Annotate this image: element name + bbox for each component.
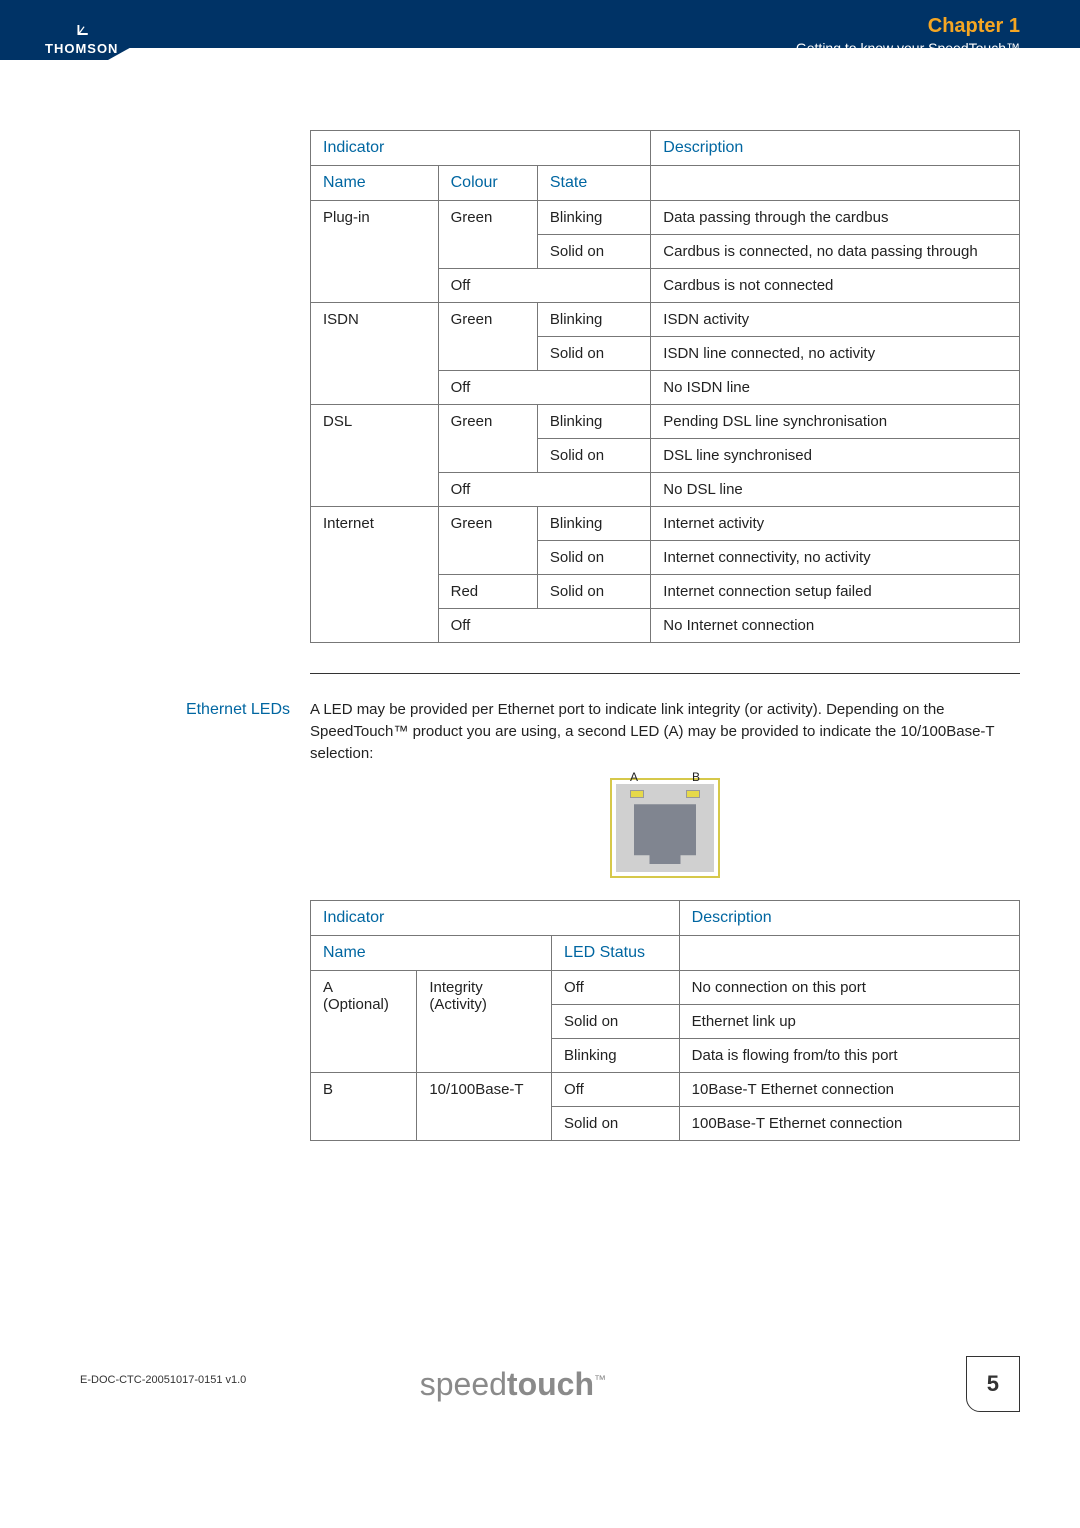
cell: Solid on [537, 439, 650, 473]
ethernet-side-label: Ethernet LEDs [60, 699, 290, 1141]
cell: ISDN activity [651, 303, 1020, 337]
cell: Blinking [537, 507, 650, 541]
cell: Solid on [537, 337, 650, 371]
cell: Off [438, 269, 651, 303]
rj45-icon [634, 804, 696, 864]
cell: No DSL line [651, 473, 1020, 507]
th-name-2: Name [311, 936, 552, 971]
cell: No ISDN line [651, 371, 1020, 405]
brand-light: speed [420, 1366, 507, 1402]
cell: Internet connection setup failed [651, 575, 1020, 609]
header-bar: ⟀ THOMSON Chapter 1 Getting to know your… [0, 0, 1080, 60]
txt: A [323, 979, 333, 996]
cell-a-name: A (Optional) [311, 971, 417, 1073]
indicator-table-1: Indicator Description Name Colour State … [310, 130, 1020, 643]
th-description-2: Description [679, 901, 1019, 936]
cell: Off [552, 1073, 680, 1107]
cell: Cardbus is connected, no data passing th… [651, 235, 1020, 269]
cell: Blinking [552, 1039, 680, 1073]
cell-b-name: B [311, 1073, 417, 1141]
cell-isdn: ISDN [311, 303, 439, 405]
th-state: State [537, 166, 650, 201]
cell: Solid on [537, 575, 650, 609]
cell-a-func: Integrity (Activity) [417, 971, 552, 1073]
cell: Solid on [537, 541, 650, 575]
chapter-label: Chapter 1 [796, 15, 1020, 38]
indicator-table-2: Indicator Description Name LED Status A … [310, 900, 1020, 1141]
doc-id: E-DOC-CTC-20051017-0151 v1.0 [80, 1374, 246, 1386]
cell: Blinking [537, 405, 650, 439]
chapter-subtitle: Getting to know your SpeedTouch™ [796, 40, 1020, 56]
th-desc-sub [651, 166, 1020, 201]
cell: No Internet connection [651, 609, 1020, 643]
cell: Off [438, 473, 651, 507]
port-label-b: B [692, 770, 700, 784]
port-label-a: A [630, 770, 638, 784]
th-indicator-2: Indicator [311, 901, 680, 936]
cell: Green [438, 507, 537, 575]
logo-text: THOMSON [45, 41, 118, 56]
ethernet-port-figure: A B [610, 778, 720, 878]
cell: Cardbus is not connected [651, 269, 1020, 303]
cell: ISDN line connected, no activity [651, 337, 1020, 371]
logo-icon: ⟀ [45, 15, 118, 41]
cell: DSL line synchronised [651, 439, 1020, 473]
cell: Green [438, 201, 537, 269]
cell: Pending DSL line synchronisation [651, 405, 1020, 439]
cell: Green [438, 303, 537, 371]
cell: Data passing through the cardbus [651, 201, 1020, 235]
thomson-logo: ⟀ THOMSON [45, 15, 118, 56]
brand-bold: touch [507, 1366, 594, 1402]
th-description: Description [651, 131, 1020, 166]
brand-tm: ™ [594, 1372, 606, 1386]
txt: (Activity) [429, 996, 487, 1013]
header-right: Chapter 1 Getting to know your SpeedTouc… [796, 15, 1020, 56]
cell: Off [552, 971, 680, 1005]
cell: Ethernet link up [679, 1005, 1019, 1039]
cell: Off [438, 609, 651, 643]
port-led-b [686, 790, 700, 798]
cell: Blinking [537, 201, 650, 235]
cell: Blinking [537, 303, 650, 337]
side-label-empty [60, 130, 290, 692]
cell-b-func: 10/100Base-T [417, 1073, 552, 1141]
th-desc-2-sub [679, 936, 1019, 971]
cell: Solid on [537, 235, 650, 269]
port-led-a [630, 790, 644, 798]
section-divider [310, 673, 1020, 674]
cell: Off [438, 371, 651, 405]
cell: Green [438, 405, 537, 473]
cell-dsl: DSL [311, 405, 439, 507]
th-name: Name [311, 166, 439, 201]
cell: Internet activity [651, 507, 1020, 541]
cell-internet: Internet [311, 507, 439, 643]
cell: No connection on this port [679, 971, 1019, 1005]
cell: Red [438, 575, 537, 609]
cell: 100Base-T Ethernet connection [679, 1107, 1019, 1141]
cell: 10Base-T Ethernet connection [679, 1073, 1019, 1107]
cell: Internet connectivity, no activity [651, 541, 1020, 575]
cell: Data is flowing from/to this port [679, 1039, 1019, 1073]
th-led-status: LED Status [552, 936, 680, 971]
cell: Solid on [552, 1005, 680, 1039]
cell: Solid on [552, 1107, 680, 1141]
footer: E-DOC-CTC-20051017-0151 v1.0 speedtouch™… [0, 1356, 1080, 1452]
ethernet-paragraph: A LED may be provided per Ethernet port … [310, 699, 1020, 764]
txt: Integrity [429, 979, 482, 996]
page-number: 5 [966, 1356, 1020, 1412]
th-colour: Colour [438, 166, 537, 201]
cell-plugin: Plug-in [311, 201, 439, 303]
th-indicator: Indicator [311, 131, 651, 166]
txt: (Optional) [323, 996, 389, 1013]
